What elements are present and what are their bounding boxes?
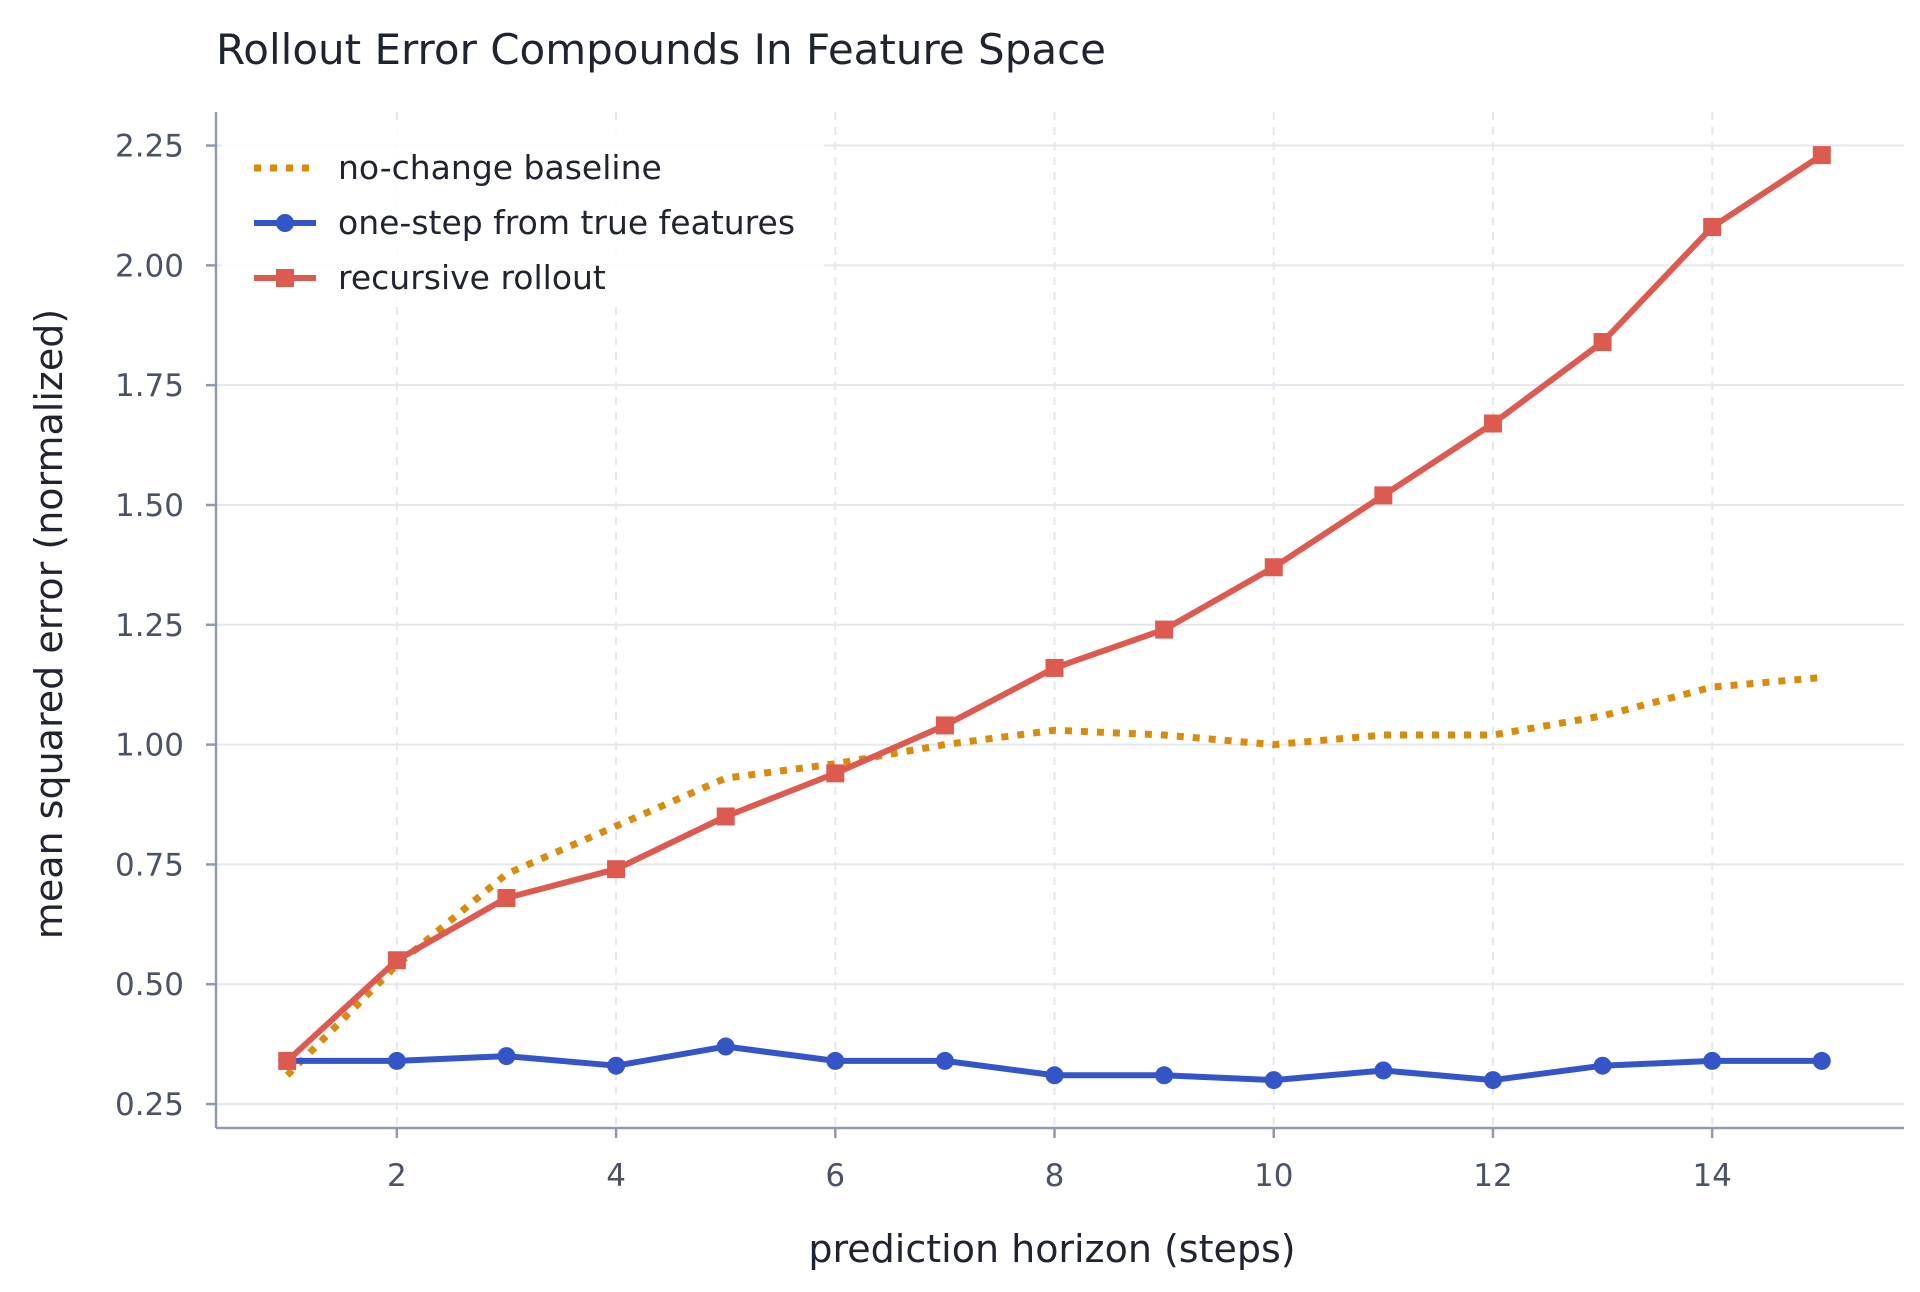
y-axis-label: mean squared error (normalized): [27, 309, 71, 939]
data-point-circle: [1812, 1051, 1831, 1070]
y-tick-label: 1.75: [115, 368, 184, 404]
axes-layer: 0.25 0.50 0.75 1.00 1.25 1.50 1.75 2.00 2.25 2 4 6 8…: [115, 112, 1904, 1194]
data-point-square: [826, 764, 845, 783]
legend-label: recursive rollout: [338, 258, 606, 297]
series-layer: [278, 146, 1831, 1090]
x-tick-label: 10: [1254, 1158, 1293, 1194]
y-tick-label: 1.25: [115, 608, 184, 644]
data-point-circle: [1045, 1066, 1064, 1085]
x-tick-label: 8: [1045, 1158, 1065, 1194]
data-point-square: [1045, 658, 1064, 677]
x-axis-label: prediction horizon (steps): [808, 1227, 1295, 1271]
data-point-square: [497, 888, 516, 907]
series-no-change-baseline: [284, 674, 1823, 1078]
y-tick-label: 0.25: [115, 1087, 184, 1123]
x-tick-label: 14: [1692, 1158, 1731, 1194]
data-point-circle: [387, 1051, 406, 1070]
data-point-square: [1264, 558, 1283, 577]
data-point-circle: [1483, 1071, 1502, 1090]
y-tick-label: 1.50: [115, 488, 184, 524]
legend-background: [222, 126, 824, 306]
x-tick-label: 2: [387, 1158, 407, 1194]
data-point-circle: [497, 1047, 516, 1066]
y-tick-label: 1.00: [115, 728, 184, 764]
data-point-square: [1703, 218, 1722, 237]
legend-swatch-marker: [276, 269, 294, 287]
data-point-circle: [826, 1051, 845, 1070]
x-tick-label: 12: [1473, 1158, 1512, 1194]
y-tick-label: 0.50: [115, 967, 184, 1003]
legend-item-no-change-baseline: no-change baseline: [254, 148, 662, 187]
legend-label: no-change baseline: [338, 148, 662, 187]
data-point-circle: [1593, 1056, 1612, 1075]
data-point-circle: [1703, 1051, 1722, 1070]
data-point-square: [935, 716, 954, 735]
legend-label: one-step from true features: [338, 203, 795, 242]
y-tick-label: 2.00: [115, 248, 184, 284]
legend: no-change baseline one-step from true fea…: [222, 126, 824, 306]
chart-title: Rollout Error Compounds In Feature Space: [216, 25, 1106, 74]
data-point-square: [1155, 620, 1174, 639]
data-point-square: [278, 1051, 297, 1070]
y-tick-label: 0.75: [115, 847, 184, 883]
series-one-step-from-true-features: [278, 1037, 1831, 1090]
data-point-square: [1374, 486, 1393, 505]
data-point-square: [1593, 333, 1612, 352]
data-point-square: [387, 951, 406, 970]
y-tick-label: 2.25: [115, 129, 184, 165]
series-recursive-rollout: [278, 146, 1831, 1070]
data-point-square: [716, 807, 735, 826]
series-line-no-change-baseline: [284, 674, 1823, 1078]
data-point-square: [1483, 414, 1502, 433]
data-point-square: [607, 860, 626, 879]
data-point-circle: [1374, 1061, 1393, 1080]
x-tick-label: 6: [825, 1158, 845, 1194]
data-point-circle: [935, 1051, 954, 1070]
data-point-circle: [607, 1056, 626, 1075]
data-point-circle: [1155, 1066, 1174, 1085]
legend-swatch-marker: [276, 214, 294, 232]
grid-layer: [216, 112, 1904, 1128]
data-point-square: [1812, 146, 1831, 165]
legend-item-recursive-rollout: recursive rollout: [254, 258, 606, 297]
x-tick-label: 4: [606, 1158, 626, 1194]
legend-item-one-step-from-true-features: one-step from true features: [254, 203, 795, 242]
data-point-circle: [716, 1037, 735, 1056]
data-point-circle: [1264, 1071, 1283, 1090]
